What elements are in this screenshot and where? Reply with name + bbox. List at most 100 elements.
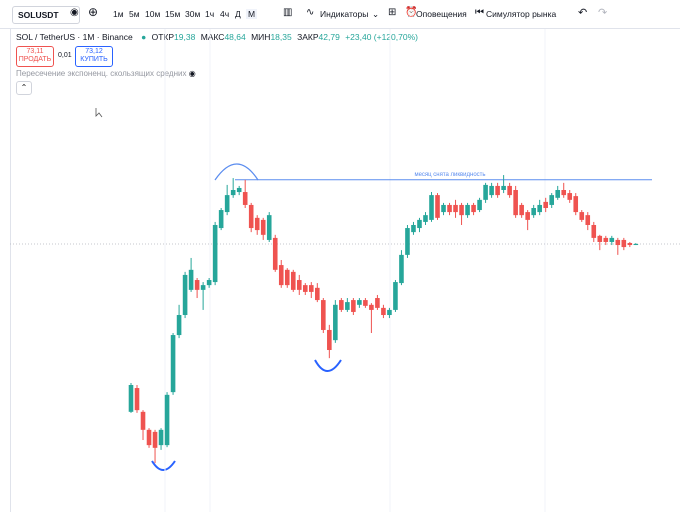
candle-body bbox=[429, 195, 434, 220]
candle-body bbox=[615, 239, 621, 246]
dropdown[interactable]: ⌄ bbox=[372, 9, 380, 19]
candle-body bbox=[182, 274, 188, 316]
candle-body bbox=[140, 411, 146, 430]
drawing-arc bbox=[214, 163, 259, 181]
candle-body bbox=[399, 254, 404, 284]
candle-body bbox=[489, 185, 494, 196]
undo[interactable]: ↶ bbox=[578, 7, 588, 19]
candle-body bbox=[309, 285, 314, 292]
candle-body bbox=[146, 429, 152, 446]
candle-body bbox=[633, 244, 639, 246]
candle-body bbox=[597, 235, 603, 242]
candle-body bbox=[621, 239, 627, 248]
candle-body bbox=[158, 429, 164, 446]
candle-body bbox=[152, 431, 158, 448]
candle-body bbox=[363, 300, 368, 306]
candle-body bbox=[272, 237, 278, 270]
sell-button[interactable]: 73,11 ПРОДАТЬ bbox=[16, 46, 54, 67]
candle-body bbox=[170, 335, 176, 393]
candle-body bbox=[567, 193, 573, 200]
low: 18,35 bbox=[270, 32, 292, 42]
eye-icon[interactable]: ◉ bbox=[70, 7, 79, 18]
candle-body bbox=[260, 219, 266, 235]
candle-body bbox=[465, 204, 470, 216]
interval[interactable]: 10м bbox=[145, 9, 161, 19]
candle-body bbox=[393, 282, 398, 310]
candle-body bbox=[417, 219, 422, 229]
annotation-text: месяц снята ликвидность bbox=[414, 172, 485, 178]
candle-body bbox=[224, 195, 230, 213]
alerts[interactable]: Оповещения bbox=[416, 9, 467, 19]
buy-label: КУПИТЬ bbox=[80, 56, 108, 63]
drawing-arc bbox=[314, 359, 342, 372]
candle-body bbox=[212, 224, 218, 283]
indicators[interactable]: Индикаторы bbox=[320, 9, 369, 19]
candle-body bbox=[296, 280, 302, 290]
indicator-name: Пересечение экспоненц. скользящих средни… bbox=[16, 69, 187, 78]
candle-body bbox=[519, 204, 524, 216]
candle-body bbox=[284, 269, 290, 286]
alerts-icon[interactable]: ⏰ bbox=[405, 7, 418, 18]
candle-body bbox=[579, 212, 585, 220]
candle-body bbox=[561, 190, 567, 196]
redo[interactable]: ↷ bbox=[598, 7, 608, 19]
low-label: МИН bbox=[251, 32, 271, 42]
sell-label: ПРОДАТЬ bbox=[18, 56, 52, 63]
symbol-search[interactable]: SOLUSDT bbox=[12, 6, 80, 24]
interval[interactable]: Д bbox=[235, 9, 241, 19]
candle-body bbox=[230, 190, 236, 196]
candle-body bbox=[483, 184, 488, 200]
chart-type[interactable]: ▥ bbox=[283, 7, 293, 18]
buy-button[interactable]: 73,12 КУПИТЬ bbox=[75, 46, 113, 67]
replay-icon[interactable]: ⏮ bbox=[475, 7, 484, 18]
candle-body bbox=[573, 196, 579, 213]
candle-body bbox=[525, 212, 530, 220]
layouts[interactable]: ⊞ bbox=[388, 7, 397, 18]
collapse-button[interactable]: ⌃ bbox=[16, 81, 32, 95]
add-symbol[interactable]: ⊕ bbox=[88, 5, 99, 19]
candle-body bbox=[381, 307, 386, 316]
open-label: ОТКР bbox=[151, 32, 175, 42]
interval[interactable]: 4ч bbox=[220, 9, 230, 19]
candle-body bbox=[218, 210, 224, 229]
high: 48,64 bbox=[224, 32, 246, 42]
interval[interactable]: 1ч bbox=[205, 9, 215, 19]
interval[interactable]: М bbox=[246, 9, 258, 19]
candle-body bbox=[188, 269, 194, 290]
high-label: МАКС bbox=[200, 32, 225, 42]
candle-body bbox=[339, 300, 344, 310]
candle-body bbox=[603, 237, 609, 242]
candle-body bbox=[627, 242, 633, 246]
candle-body bbox=[315, 287, 320, 301]
candle-body bbox=[278, 265, 284, 286]
candle-body bbox=[236, 187, 242, 193]
cursor bbox=[95, 108, 103, 118]
buy-price: 73,12 bbox=[85, 48, 103, 55]
candle-body bbox=[453, 204, 458, 213]
candle-body bbox=[435, 195, 440, 218]
interval[interactable]: 15м bbox=[165, 9, 181, 19]
interval[interactable]: 1м bbox=[113, 9, 124, 19]
candle-body bbox=[495, 185, 500, 196]
candle-body bbox=[290, 271, 296, 290]
candle-body bbox=[405, 228, 410, 255]
candle-body bbox=[128, 384, 134, 412]
replay[interactable]: Симулятор рынка bbox=[486, 9, 557, 19]
candle-body bbox=[477, 199, 482, 211]
indicators-icon[interactable]: ∿ bbox=[306, 7, 315, 18]
interval[interactable]: 5м bbox=[129, 9, 140, 19]
interval[interactable]: 30м bbox=[185, 9, 201, 19]
candle-body bbox=[333, 304, 338, 341]
visibility-icon[interactable]: ◉ bbox=[188, 69, 196, 78]
candle-body bbox=[248, 204, 254, 229]
candle-body bbox=[206, 280, 212, 286]
candle-body bbox=[321, 300, 326, 330]
candle-body bbox=[194, 280, 200, 290]
candle-body bbox=[345, 302, 350, 310]
candle-body bbox=[200, 285, 206, 290]
candle-body bbox=[531, 208, 536, 216]
candle-body bbox=[351, 300, 356, 312]
candle-body bbox=[266, 215, 272, 240]
candle-body bbox=[369, 304, 374, 310]
